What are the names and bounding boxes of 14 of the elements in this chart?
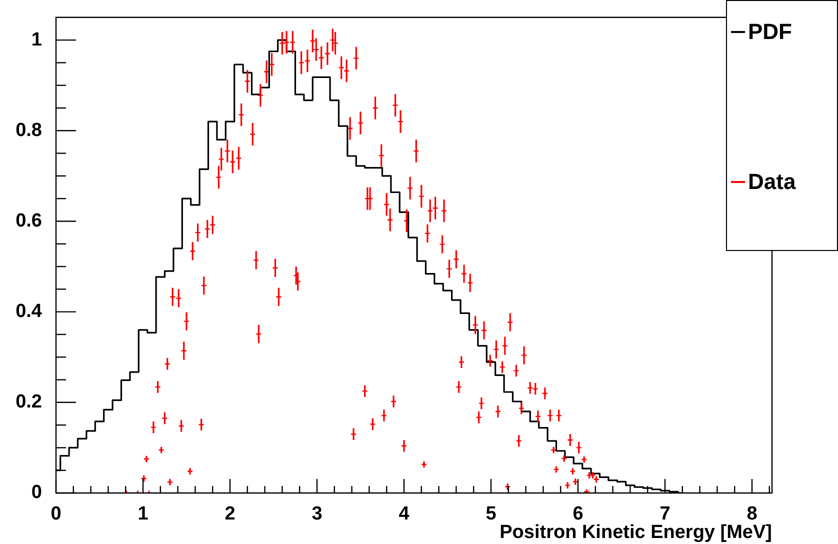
legend-label: Data bbox=[748, 169, 796, 195]
y-tick-label: 0.2 bbox=[16, 392, 42, 413]
x-tick-label: 0 bbox=[50, 504, 62, 525]
legend-label: PDF bbox=[748, 19, 792, 45]
y-tick-label: 0.4 bbox=[16, 301, 42, 322]
x-tick-label: 3 bbox=[312, 504, 322, 525]
y-tick-label: 0.8 bbox=[16, 120, 42, 141]
x-tick-label: 2 bbox=[224, 504, 236, 525]
x-tick-label: 4 bbox=[398, 504, 410, 525]
y-tick-label: 1 bbox=[31, 29, 42, 50]
x-tick-label: 5 bbox=[486, 504, 497, 525]
y-tick-label: 0 bbox=[31, 482, 42, 504]
x-tick-label: 1 bbox=[138, 504, 149, 525]
y-tick-label: 0.6 bbox=[16, 210, 42, 232]
